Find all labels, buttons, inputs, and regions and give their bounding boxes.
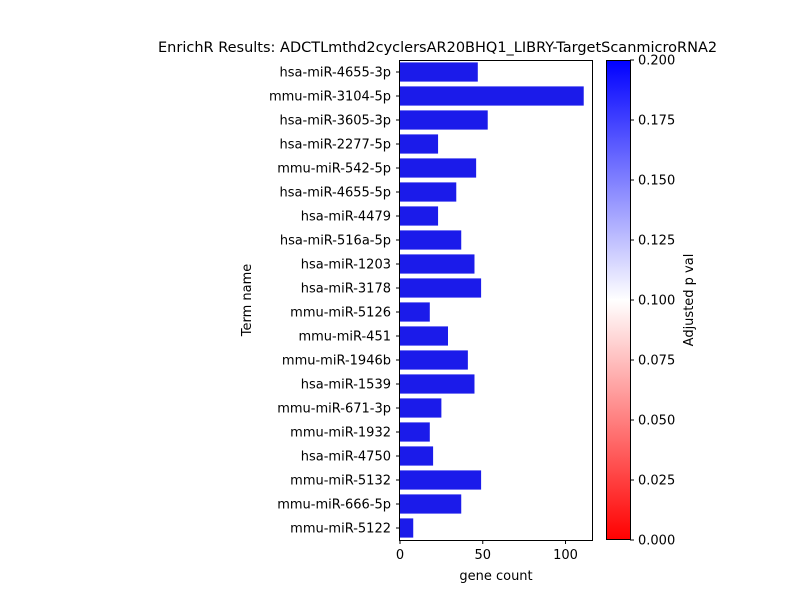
y-tick-label: mmu-miR-542-5p <box>277 162 391 177</box>
colorbar-tick-label: 0.200 <box>638 54 675 69</box>
colorbar-tick-label: 0.000 <box>638 534 675 549</box>
colorbar-tick-label: 0.025 <box>638 474 675 489</box>
chart-title: EnrichR Results: ADCTLmthd2cyclersAR20BH… <box>158 40 717 56</box>
y-axis-label: Term name <box>240 264 255 338</box>
bar <box>400 158 477 178</box>
bar <box>400 182 457 202</box>
y-tick-label: hsa-miR-3178 <box>301 282 391 297</box>
bar <box>400 470 482 490</box>
x-ticks: 0 50 100 <box>396 540 578 563</box>
bar <box>400 230 462 250</box>
colorbar-tick-label: 0.100 <box>638 294 675 309</box>
y-tick-label: hsa-miR-1539 <box>301 378 391 393</box>
y-tick-label: mmu-miR-666-5p <box>277 498 391 513</box>
bar <box>400 446 434 466</box>
y-tick-label: hsa-miR-4479 <box>301 210 391 225</box>
y-tick-label: hsa-miR-4655-3p <box>280 66 391 81</box>
bar <box>400 494 462 514</box>
colorbar-tick-label: 0.125 <box>638 234 675 249</box>
x-tick-label: 100 <box>553 548 578 563</box>
x-tick-label: 0 <box>396 548 404 563</box>
colorbar-tick-label: 0.150 <box>638 174 675 189</box>
bar <box>400 62 478 82</box>
x-axis-label: gene count <box>459 569 532 584</box>
y-tick-label: mmu-miR-671-3p <box>277 402 391 417</box>
y-tick-label: hsa-miR-4750 <box>301 450 391 465</box>
colorbar-tick-label: 0.175 <box>638 114 675 129</box>
y-tick-labels: hsa-miR-4655-3p mmu-miR-3104-5p hsa-miR-36… <box>269 66 391 537</box>
x-tick-label: 50 <box>474 548 491 563</box>
bar <box>400 86 584 106</box>
y-tick-label: hsa-miR-516a-5p <box>280 234 391 249</box>
bar <box>400 110 488 130</box>
bar <box>400 350 468 370</box>
bar <box>400 398 442 418</box>
bar <box>400 278 482 298</box>
bar <box>400 422 430 442</box>
y-tick-label: mmu-miR-5126 <box>290 306 391 321</box>
y-tick-label: mmu-miR-5122 <box>290 522 391 537</box>
bar <box>400 374 475 394</box>
colorbar <box>606 60 630 540</box>
bar <box>400 518 414 538</box>
colorbar-tick-label: 0.050 <box>638 414 675 429</box>
y-tick-label: hsa-miR-2277-5p <box>280 138 391 153</box>
y-tick-label: mmu-miR-3104-5p <box>269 90 391 105</box>
y-tick-label: mmu-miR-1946b <box>282 354 391 369</box>
y-tick-label: mmu-miR-1932 <box>290 426 391 441</box>
bar <box>400 134 439 154</box>
bar <box>400 326 448 346</box>
y-tick-label: mmu-miR-451 <box>298 330 391 345</box>
bar <box>400 302 430 322</box>
y-tick-label: mmu-miR-5132 <box>290 474 391 489</box>
bars-group <box>400 62 584 538</box>
plot-frame <box>399 60 593 541</box>
y-tick-label: hsa-miR-3605-3p <box>280 114 391 129</box>
bar <box>400 254 475 274</box>
y-tick-label: hsa-miR-1203 <box>301 258 391 273</box>
colorbar-label: Adjusted p val <box>682 254 697 347</box>
colorbar-tick-label: 0.075 <box>638 354 675 369</box>
bar <box>400 206 439 226</box>
y-tick-label: hsa-miR-4655-5p <box>280 186 391 201</box>
colorbar-ticks: 0.000 0.025 0.050 0.075 0.100 0.125 0.150 0.175… <box>630 54 675 549</box>
